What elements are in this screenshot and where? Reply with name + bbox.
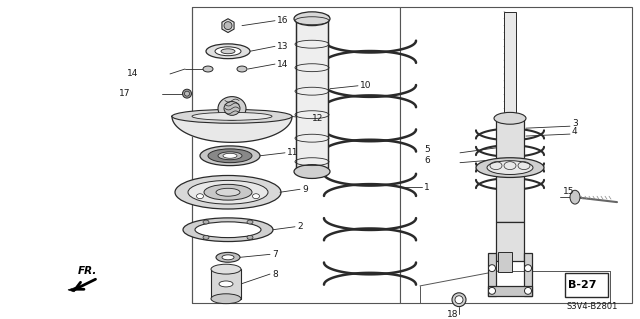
Bar: [496, 118, 524, 222]
Ellipse shape: [253, 194, 259, 199]
Text: S3V4-B2801: S3V4-B2801: [566, 302, 618, 311]
Ellipse shape: [224, 22, 232, 30]
Ellipse shape: [204, 184, 252, 200]
Ellipse shape: [570, 190, 580, 204]
Ellipse shape: [237, 66, 247, 72]
Text: B-27: B-27: [568, 280, 596, 290]
Text: 14: 14: [277, 60, 289, 69]
Bar: [192, 7, 400, 303]
Text: 16: 16: [277, 16, 289, 25]
Ellipse shape: [211, 264, 241, 274]
Bar: [524, 253, 532, 296]
Ellipse shape: [208, 149, 252, 163]
Text: 15: 15: [563, 187, 575, 196]
Text: 7: 7: [272, 250, 278, 259]
Text: 12: 12: [312, 114, 323, 123]
Text: 14: 14: [127, 70, 138, 78]
Ellipse shape: [487, 161, 533, 174]
Ellipse shape: [494, 112, 526, 124]
Bar: [496, 222, 524, 261]
Text: 8: 8: [272, 270, 278, 278]
Ellipse shape: [206, 44, 250, 59]
Ellipse shape: [211, 294, 241, 304]
Ellipse shape: [221, 49, 235, 54]
Bar: [565, 273, 608, 297]
Ellipse shape: [200, 146, 260, 166]
Text: 13: 13: [277, 42, 289, 51]
Bar: [400, 7, 632, 303]
Ellipse shape: [222, 255, 234, 260]
Text: 5: 5: [424, 145, 430, 154]
Ellipse shape: [192, 112, 272, 120]
Ellipse shape: [476, 158, 544, 177]
Bar: [488, 253, 496, 296]
Text: 9: 9: [302, 185, 308, 194]
Text: 1: 1: [424, 183, 429, 192]
Ellipse shape: [182, 89, 191, 98]
Bar: [498, 252, 512, 272]
Ellipse shape: [196, 194, 204, 199]
Ellipse shape: [175, 175, 281, 209]
Ellipse shape: [247, 220, 253, 224]
Ellipse shape: [188, 181, 268, 204]
Text: 4: 4: [572, 127, 578, 136]
Ellipse shape: [488, 287, 495, 294]
Text: 18: 18: [447, 310, 459, 319]
Text: 2: 2: [297, 222, 303, 231]
Ellipse shape: [203, 220, 209, 224]
Ellipse shape: [525, 287, 531, 294]
Ellipse shape: [203, 66, 213, 72]
Ellipse shape: [455, 296, 463, 304]
Text: 3: 3: [572, 119, 578, 128]
Text: 11: 11: [287, 148, 298, 157]
Ellipse shape: [216, 252, 240, 262]
Bar: [488, 286, 532, 296]
Polygon shape: [172, 116, 292, 142]
Bar: [211, 269, 241, 299]
Ellipse shape: [183, 218, 273, 241]
Ellipse shape: [218, 152, 242, 160]
Text: 17: 17: [118, 89, 130, 98]
Text: FR.: FR.: [78, 266, 97, 276]
Ellipse shape: [184, 91, 189, 96]
Polygon shape: [222, 19, 234, 33]
Ellipse shape: [488, 265, 495, 271]
Ellipse shape: [247, 235, 253, 239]
Ellipse shape: [294, 165, 330, 178]
Ellipse shape: [525, 265, 531, 271]
Ellipse shape: [195, 222, 261, 238]
Ellipse shape: [216, 188, 240, 196]
Ellipse shape: [294, 12, 330, 26]
Ellipse shape: [172, 109, 292, 123]
Ellipse shape: [452, 293, 466, 307]
Bar: [504, 12, 516, 133]
Text: 6: 6: [424, 156, 430, 165]
Ellipse shape: [203, 235, 209, 239]
Ellipse shape: [223, 153, 237, 158]
Bar: [296, 15, 328, 167]
Ellipse shape: [224, 101, 240, 115]
Ellipse shape: [218, 97, 246, 120]
Ellipse shape: [219, 281, 233, 287]
Polygon shape: [68, 286, 80, 292]
Text: 10: 10: [360, 81, 371, 90]
Ellipse shape: [215, 47, 241, 56]
